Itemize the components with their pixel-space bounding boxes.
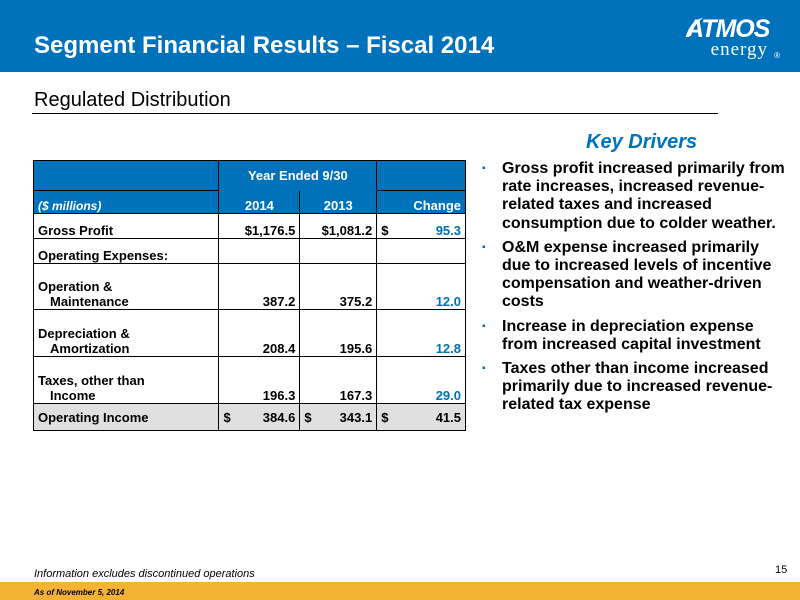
table-row: Gross Profit $1,176.5 $1,081.2 $95.3 [32,213,466,239]
value-2014: 208.4 [218,309,301,357]
value-2014: 387.2 [218,263,301,310]
value-2013: 375.2 [299,263,378,310]
page-title: Segment Financial Results – Fiscal 2014 [34,32,495,59]
column-header-change: Change [376,190,466,214]
row-label: Depreciation & Amortization [32,309,220,357]
row-label: Gross Profit [32,213,220,239]
key-drivers-title: Key Drivers [586,131,698,153]
list-item: ▪ Gross profit increased primarily from r… [482,160,785,232]
logo-subtext: energy [710,39,768,60]
logo-swoosh-icon [686,18,703,36]
logo-registered-mark: ® [774,51,780,60]
period-header: Year Ended 9/30 [218,160,378,191]
value-2013: $343.1 [299,403,378,431]
section-title: Regulated Distribution [34,89,231,111]
footer-date: As of November 5, 2014 [34,588,125,597]
value-2014: 196.3 [218,356,301,404]
value-2014: $1,176.5 [218,213,301,239]
header-bar: Segment Financial Results – Fiscal 2014 … [0,0,800,72]
row-label: Operating Income [32,403,220,431]
value-2013: $1,081.2 [299,213,378,239]
row-label: Operation & Maintenance [32,263,220,310]
list-item: ▪ O&M expense increased primarily due to … [482,238,772,311]
table-row: Operating Expenses: [32,238,466,264]
list-item: ▪ Taxes other than income increased prima… [482,360,773,414]
value-change: 12.0 [376,263,466,310]
value-change: 12.8 [376,309,466,357]
row-label: Operating Expenses: [32,238,220,264]
footer-bar [0,582,800,600]
value-2013: 167.3 [299,356,378,404]
square-bullet-icon: ▪ [482,363,486,375]
company-logo: ATMOS energy ® [684,14,784,64]
value-2014: $384.6 [218,403,301,431]
table-header-row: Year Ended 9/30 [32,160,466,191]
column-header-2013: 2013 [299,190,378,214]
section-divider [32,113,718,114]
table-row: Taxes, other than Income 196.3 167.3 29.0 [32,356,466,404]
row-label: Taxes, other than Income [32,356,220,404]
table-column-header-row: ($ millions) 2014 2013 Change [32,190,466,214]
logo-wordmark: ATMOS [686,15,770,43]
square-bullet-icon: ▪ [482,241,486,253]
units-label: ($ millions) [32,190,220,214]
value-2013: 195.6 [299,309,378,357]
financial-table: Year Ended 9/30 ($ millions) 2014 2013 C… [32,160,466,431]
key-drivers-list: ▪ Gross profit increased primarily from r… [480,160,790,421]
square-bullet-icon: ▪ [482,163,486,174]
currency-symbol: $ [381,223,389,238]
table-row-total: Operating Income $384.6 $343.1 $41.5 [32,403,466,431]
footnote: Information excludes discontinued operat… [34,568,255,580]
value-change: 29.0 [376,356,466,404]
square-bullet-icon: ▪ [482,320,486,332]
column-header-2014: 2014 [218,190,301,214]
list-item: ▪ Increase in depreciation expense from i… [482,317,761,353]
page-number: 15 [775,564,788,576]
value-change: $41.5 [376,403,466,431]
table-row: Depreciation & Amortization 208.4 195.6 1… [32,309,466,357]
value-change: $95.3 [376,213,466,239]
table-row: Operation & Maintenance 387.2 375.2 12.0 [32,263,466,310]
